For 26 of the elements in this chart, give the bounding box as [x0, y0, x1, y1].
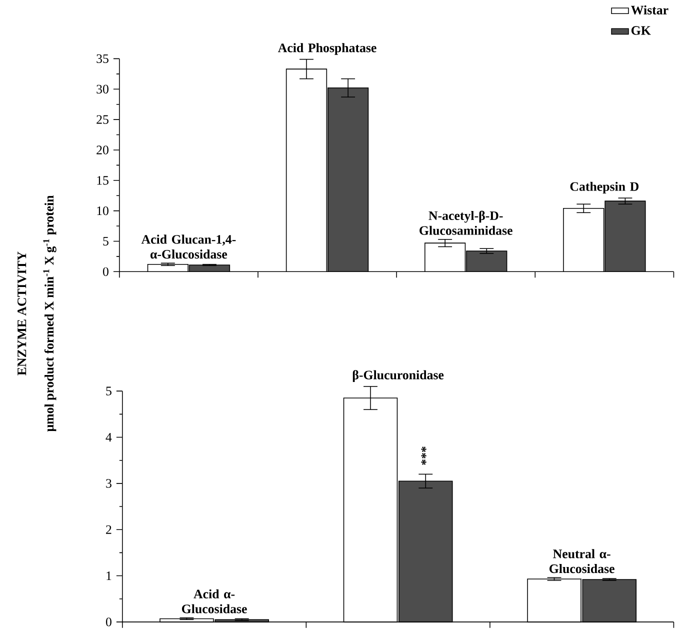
y-tick-label: 0 [103, 267, 108, 276]
x-tick-label: Neutral α-Glucosidase [550, 549, 614, 574]
y-tick-label: 5 [103, 237, 108, 246]
y-tick-label: 5 [106, 386, 112, 396]
y-tick-label: 35 [96, 54, 108, 64]
x-tick-label: Acid α-Glucosidase [182, 589, 247, 614]
y-tick-label: 10 [97, 206, 108, 216]
x-tick-label: Acid Glucan-1,4-α-Glucosidase [141, 234, 236, 259]
y-tick-label: 20 [96, 146, 108, 154]
y-tick-label: 4 [106, 433, 112, 442]
y-tick-label: 25 [96, 115, 108, 124]
legend-label: Wistar [631, 6, 668, 15]
y-tick-label: 0 [106, 618, 112, 626]
y-tick-label: 2 [106, 525, 112, 534]
legend-label: GK [631, 26, 651, 35]
y-tick-label: 1 [106, 572, 112, 580]
y-axis-title: ENZYME ACTIVITY [18, 252, 26, 376]
x-tick-label: β-Glucuronidase [352, 370, 444, 382]
y-tick-label: 30 [96, 84, 108, 94]
annotation: *** [421, 446, 426, 465]
x-tick-label: N-acetyl-β-D-Glucosaminidase [420, 210, 512, 236]
x-tick-label: Acid Phosphatase [278, 43, 376, 55]
y-axis-title: μmol product formed X min$^{-1}$ X g$^{-1}$ protein [43, 195, 56, 432]
y-tick-label: 15 [97, 176, 108, 185]
x-tick-label: Cathepsin D [570, 182, 639, 194]
y-tick-label: 3 [106, 479, 112, 488]
